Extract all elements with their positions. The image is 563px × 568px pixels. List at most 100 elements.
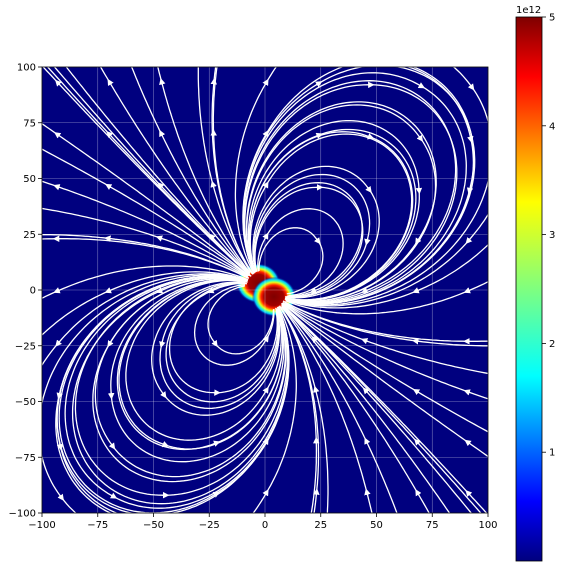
colorbar: 1e12 1 2 3 4 5 — [515, 5, 555, 562]
streamline-arrow — [208, 233, 216, 241]
streamline — [278, 306, 318, 513]
streamline — [42, 207, 249, 279]
streamline — [65, 67, 252, 277]
streamline — [125, 279, 282, 441]
colorbar-multiplier: 1e12 — [516, 5, 541, 16]
streamline-arrow — [262, 437, 269, 446]
streamline — [243, 80, 457, 303]
streamline-arrow — [313, 385, 320, 393]
streamline — [168, 282, 278, 394]
y-tick-label: 100 — [17, 63, 36, 74]
streamline — [284, 67, 475, 305]
streamline — [110, 278, 285, 463]
colorbar-tick-label: 5 — [549, 13, 555, 24]
streamline-arrow — [157, 182, 165, 190]
x-tick-label: −100 — [28, 520, 55, 531]
streamline-arrow — [364, 437, 371, 445]
streamline — [165, 282, 279, 403]
streamline-arrow — [262, 232, 269, 240]
x-tick-label: −25 — [199, 520, 220, 531]
streamline — [281, 302, 488, 458]
streamline-arrow — [160, 391, 167, 399]
streamline — [244, 84, 458, 304]
streamline — [197, 67, 253, 274]
streamline — [282, 302, 488, 433]
streamline — [258, 227, 324, 295]
streamline — [280, 303, 488, 513]
streamline-arrow — [54, 132, 62, 139]
streamline-arrow — [467, 83, 475, 91]
streamline-arrow — [309, 287, 318, 294]
streamline — [234, 67, 277, 275]
streamline-arrow — [412, 389, 421, 396]
streamline — [278, 305, 329, 513]
streamline — [281, 306, 373, 513]
colorbar-ticks: 1 2 3 4 5 — [542, 13, 555, 459]
colorbar-tick-label: 3 — [549, 230, 555, 241]
x-tick-label: 50 — [370, 520, 383, 531]
streamline — [130, 67, 251, 274]
streamline-arrow — [464, 439, 472, 447]
streamline — [42, 180, 249, 278]
colorbar-tick-label: 2 — [549, 339, 555, 350]
x-tick-label: 75 — [426, 520, 439, 531]
streamline-arrow — [315, 81, 323, 88]
streamline-arrow — [412, 287, 420, 294]
streamline-arrow — [262, 489, 269, 497]
y-tick-label: 25 — [23, 230, 36, 241]
streamline — [42, 274, 246, 513]
y-tick-label: 50 — [23, 174, 36, 185]
streamline-arrow — [365, 185, 372, 194]
streamline — [281, 305, 398, 513]
x-tick-label: 100 — [478, 520, 497, 531]
colorbar-gradient — [515, 16, 543, 562]
streamline — [56, 275, 290, 513]
streamline — [42, 234, 250, 280]
x-axis: −100 −75 −50 −25 0 25 50 75 100 — [28, 513, 498, 531]
streamline-arrow — [108, 442, 116, 450]
streamline-arrow — [262, 130, 269, 138]
x-tick-label: 0 — [262, 520, 268, 531]
streamline — [248, 131, 414, 301]
streamline-arrow — [415, 237, 422, 245]
streamline-arrow — [106, 130, 114, 138]
streamline-arrow — [463, 389, 471, 396]
streamline-arrow — [109, 492, 118, 499]
streamline-arrow — [467, 135, 474, 143]
streamline — [42, 148, 249, 277]
y-tick-label: −50 — [15, 397, 36, 408]
y-tick-label: −25 — [15, 341, 36, 352]
streamline — [42, 265, 249, 299]
streamline-arrow — [159, 78, 166, 86]
streamline-arrow — [414, 438, 421, 446]
streamline — [282, 300, 488, 342]
streamline-arrow — [367, 133, 375, 140]
streamline-arrow — [362, 387, 370, 395]
streamline-arrow — [55, 79, 62, 87]
x-tick-label: 25 — [314, 520, 327, 531]
streamline — [285, 243, 488, 309]
streamline — [252, 306, 297, 513]
streamline-arrow — [159, 129, 166, 138]
streamline — [71, 277, 289, 505]
streamline-arrow — [212, 491, 220, 498]
streamline-arrow — [107, 78, 114, 87]
y-tick-label: 0 — [30, 286, 36, 297]
streamline — [282, 305, 472, 513]
streamline — [282, 301, 488, 400]
streamline — [253, 173, 371, 298]
streamline — [42, 273, 248, 367]
streamline-arrow — [465, 237, 473, 245]
streamline — [211, 67, 254, 275]
streamline-arrow — [210, 180, 217, 188]
streamline-arrow — [53, 287, 61, 294]
streamline — [285, 281, 488, 315]
streamline-arrow — [415, 489, 422, 497]
streamline-arrow — [311, 336, 319, 344]
streamline — [242, 72, 467, 304]
x-tick-label: −50 — [143, 520, 164, 531]
streamline-arrow — [155, 235, 163, 242]
streamline-arrow — [262, 386, 269, 394]
streamline — [286, 67, 488, 306]
streamline-arrow — [107, 340, 114, 348]
